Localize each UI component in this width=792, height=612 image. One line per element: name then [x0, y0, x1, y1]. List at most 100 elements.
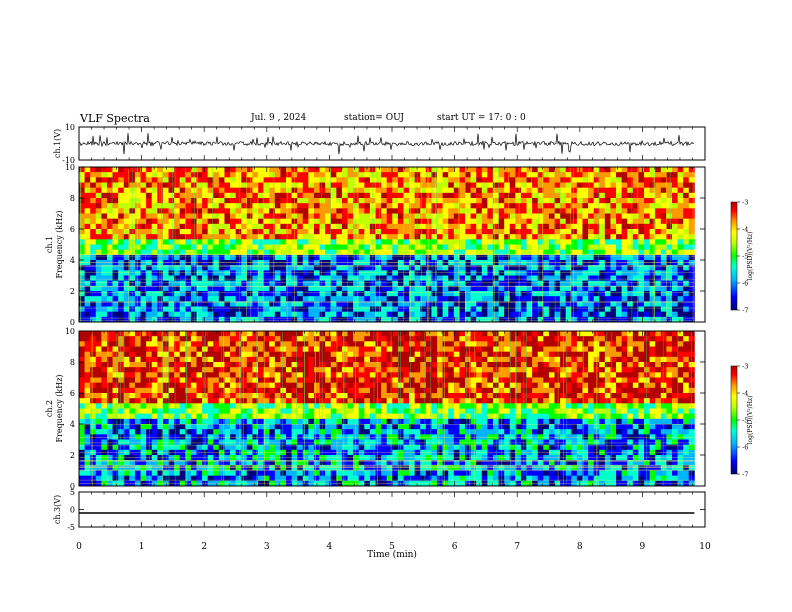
spectrogram-cell — [95, 285, 102, 292]
spectrogram-cell — [604, 316, 611, 323]
spectrogram-cell — [347, 198, 354, 204]
spectrogram-cell — [202, 296, 209, 302]
spectrogram-cell — [425, 372, 432, 378]
spectrogram-cell — [644, 223, 650, 230]
spectrogram-cell — [515, 301, 522, 307]
spectrogram-cell — [252, 239, 259, 245]
spectrogram-cell — [576, 291, 583, 297]
spectrogram-cell — [616, 198, 623, 204]
spectrogram-cell — [118, 398, 125, 404]
spectrogram-cell — [358, 270, 365, 276]
spectrogram-cell — [174, 198, 181, 204]
spectrogram-cell — [258, 218, 264, 225]
spectrogram-cell — [588, 301, 595, 307]
spectrogram-cell — [79, 270, 85, 276]
spectrogram-cell — [420, 239, 427, 245]
spectrogram-cell — [470, 377, 477, 384]
spectrogram-cell — [106, 393, 113, 399]
spectrogram-cell — [106, 336, 113, 342]
spectrogram-cell — [118, 362, 125, 368]
spectrogram-cell — [230, 254, 237, 261]
spectrogram-cell — [403, 387, 410, 394]
spectrogram-cell — [582, 291, 589, 297]
spectrogram-cell — [207, 393, 214, 399]
spectrogram-cell — [106, 172, 113, 178]
spectrogram-cell — [509, 244, 516, 251]
spectrogram-cell — [453, 372, 460, 378]
spectrogram-cell — [179, 270, 186, 276]
spectrogram-cell — [582, 372, 589, 378]
spectrogram-cell — [655, 187, 662, 194]
spectrogram-cell — [375, 398, 382, 404]
spectrogram-cell — [593, 213, 600, 220]
spectrogram-cell — [341, 223, 348, 230]
spectrogram-cell — [258, 177, 264, 183]
spectrogram-cell — [526, 187, 533, 194]
spectrogram-cell — [213, 367, 220, 373]
spectrogram-cell — [325, 346, 332, 353]
spectrogram-cell — [526, 280, 533, 287]
spectrogram-cell — [235, 177, 242, 183]
spectrogram-cell — [671, 306, 678, 313]
spectrogram-cell — [392, 398, 399, 404]
spectrogram-cell — [196, 301, 203, 307]
spectrogram-cell — [520, 223, 527, 230]
spectrogram-cell — [123, 311, 130, 318]
spectrogram-cell — [235, 356, 242, 363]
spectrogram-cell — [677, 265, 684, 271]
spectrogram-cell — [258, 341, 264, 347]
spectrogram-cell — [95, 254, 102, 261]
spectrogram-cell — [465, 265, 471, 271]
spectrogram-cell — [246, 393, 253, 399]
spectrogram-cell — [325, 192, 332, 199]
spectrogram-cell — [655, 362, 662, 368]
spectrogram-cell — [532, 387, 539, 394]
spectrogram-cell — [341, 177, 348, 183]
spectrogram-cell — [129, 372, 136, 378]
spectrogram-cell — [274, 234, 281, 240]
spectrogram-cell — [319, 265, 326, 271]
spectrogram-cell — [218, 177, 225, 183]
spectrogram-cell — [123, 270, 130, 276]
spectrogram-cell — [481, 198, 488, 204]
spectrogram-cell — [487, 296, 494, 302]
spectrogram-cell — [90, 182, 97, 189]
spectrogram-cell — [84, 229, 91, 235]
spectrogram-cell — [481, 218, 488, 225]
spectrogram-cell — [308, 203, 315, 209]
spectrogram-cell — [677, 356, 684, 363]
y-tick-label: 4 — [70, 256, 75, 265]
spectrogram-cell — [230, 306, 237, 313]
spectrogram-cell — [101, 362, 108, 368]
spectrogram-cell — [655, 254, 662, 261]
spectrogram-cell — [112, 275, 119, 282]
spectrogram-cell — [509, 229, 516, 235]
spectrogram-cell — [224, 306, 231, 313]
spectrogram-cell — [420, 393, 427, 399]
spectrogram-cell — [123, 182, 130, 189]
spectrogram-cell — [599, 187, 606, 194]
spectrogram-cell — [638, 341, 645, 347]
spectrogram-cell — [274, 208, 281, 214]
spectrogram-cell — [683, 316, 690, 323]
spectrogram-cell — [302, 167, 309, 173]
spectrogram-cell — [168, 316, 175, 323]
spectrogram-cell — [560, 393, 567, 399]
spectrogram-cell — [671, 249, 678, 256]
spectrogram-cell — [285, 311, 292, 318]
spectrogram-cell — [403, 275, 410, 282]
spectrogram-cell — [465, 172, 471, 178]
spectrogram-cell — [146, 316, 153, 323]
spectrogram-cell — [369, 341, 376, 347]
spectrogram-cell — [297, 239, 304, 245]
spectrogram-cell — [532, 372, 539, 378]
spectrogram-cell — [174, 229, 181, 235]
spectrogram-cell — [425, 351, 432, 358]
spectrogram-cell — [241, 285, 248, 292]
spectrogram-cell — [246, 182, 253, 189]
spectrogram-cell — [280, 177, 287, 183]
spectrogram-cell — [213, 254, 220, 261]
spectrogram-cell — [392, 367, 399, 373]
spectrogram-cell — [537, 249, 544, 256]
spectrogram-cell — [526, 229, 533, 235]
